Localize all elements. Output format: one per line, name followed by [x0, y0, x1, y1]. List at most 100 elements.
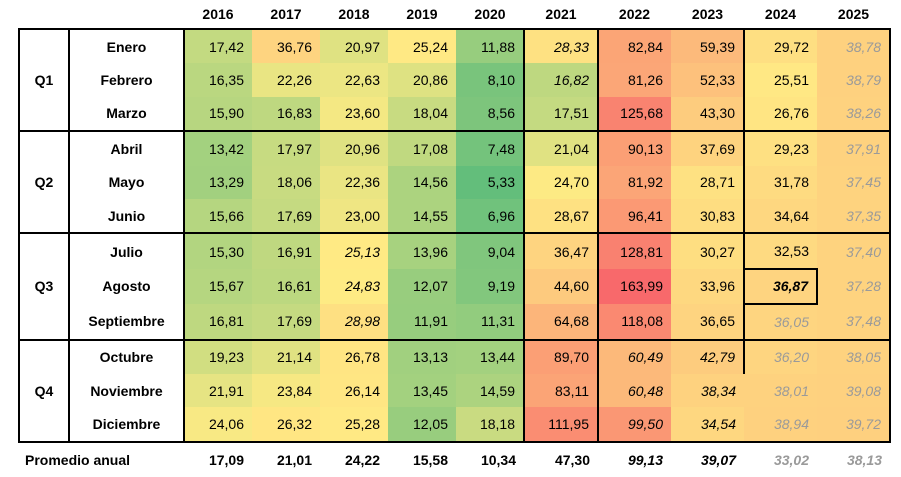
- heatmap-cell: 163,99: [597, 268, 671, 305]
- heatmap-cell: 36,05: [744, 304, 817, 341]
- heatmap-cell: 23,84: [252, 373, 320, 408]
- heatmap-cell: 18,06: [252, 165, 320, 199]
- heatmap-cell: 24,83: [320, 268, 388, 305]
- heatmap-cell: 14,56: [388, 165, 456, 199]
- heatmap-cell: 42,79: [671, 338, 745, 374]
- annual-average-row: Promedio anual 17,09 21,01 24,22 15,58 10,34 4…: [19, 442, 890, 477]
- month-row: Febrero 16,35 22,26 22,63 20,86 8,10 16,82 81,2…: [19, 63, 891, 97]
- month-label: Mayo: [69, 165, 185, 199]
- heatmap-cell: 64,68: [523, 304, 598, 341]
- heatmap-cell: 36,87: [743, 267, 818, 306]
- heatmap-cell: 90,13: [597, 130, 671, 166]
- heatmap-cell: 28,71: [671, 165, 745, 199]
- heatmap-cell: 38,05: [817, 338, 891, 374]
- heatmap-cell: 36,47: [523, 232, 598, 269]
- month-label: Marzo: [69, 96, 185, 133]
- heatmap-cell: 52,33: [671, 63, 745, 97]
- quarter-label: Q4: [18, 338, 70, 443]
- heatmap-cell: 26,76: [744, 96, 817, 133]
- heatmap-cell: 26,78: [320, 338, 388, 374]
- heatmap-cell: 23,00: [320, 198, 388, 235]
- heatmap-cell: 32,53: [744, 232, 817, 269]
- heatmap-cell: 99,50: [597, 407, 671, 443]
- heatmap-cell: 25,13: [320, 232, 388, 269]
- month-row: Q1 Enero 17,42 36,76 20,97 25,24 11,88 28,33 82,…: [18, 27, 891, 133]
- heatmap-cell: 31,78: [744, 165, 817, 199]
- heatmap-cell: 22,63: [320, 63, 388, 97]
- heatmap-cell: 33,96: [671, 268, 745, 305]
- heatmap-cell: 29,23: [744, 130, 817, 166]
- heatmap-cell: 14,55: [388, 198, 456, 235]
- year-header-2021: 2021: [545, 6, 577, 22]
- annual-average-value: 10,34: [480, 451, 516, 468]
- heatmap-cell: 24,06: [184, 407, 252, 443]
- heatmap-cell: 59,39: [671, 27, 745, 64]
- month-row: Mayo 13,29 18,06 22,36 14,56 5,33 24,70 81,92 28…: [19, 165, 891, 199]
- heatmap-cell: 13,44: [456, 338, 524, 374]
- heatmap-cell: 25,51: [744, 63, 817, 97]
- heatmap-cell: 60,49: [597, 338, 671, 374]
- heatmap-cell: 60,48: [597, 373, 671, 408]
- heatmap-cell: 16,61: [252, 268, 320, 305]
- heatmap-cell: 17,97: [252, 130, 320, 166]
- heatmap-cell: 37,28: [817, 268, 891, 305]
- heatmap-cell: 6,96: [456, 198, 524, 235]
- year-header-2023: 2023: [691, 6, 724, 22]
- heatmap-cell: 16,82: [523, 63, 598, 97]
- year-header-2022: 2022: [618, 6, 651, 22]
- corner-cell: [69, 0, 184, 29]
- heatmap-cell: 38,01: [744, 373, 817, 408]
- heatmap-cell: 18,04: [388, 96, 456, 133]
- heatmap-cell: 21,91: [184, 373, 252, 408]
- heatmap-cell: 25,24: [388, 27, 456, 64]
- heatmap-cell: 125,68: [597, 96, 671, 133]
- heatmap-cell: 8,56: [456, 96, 524, 133]
- annual-average-value: 39,07: [700, 451, 736, 468]
- heatmap-cell: 44,60: [523, 268, 598, 305]
- heatmap-cell: 16,91: [252, 232, 320, 269]
- heatmap-cell: 19,23: [184, 338, 252, 374]
- heatmap-cell: 37,40: [817, 232, 891, 269]
- heatmap-cell: 13,13: [388, 338, 456, 374]
- heatmap-cell: 17,42: [184, 27, 252, 64]
- year-header-2020: 2020: [474, 6, 506, 22]
- heatmap-cell: 43,30: [671, 96, 745, 133]
- heatmap-cell: 12,05: [388, 407, 456, 443]
- heatmap-cell: 9,04: [456, 232, 524, 269]
- year-header-2018: 2018: [338, 6, 370, 22]
- heatmap-cell: 81,92: [597, 165, 671, 199]
- month-label: Diciembre: [69, 407, 185, 443]
- quarter-label: Q2: [18, 130, 70, 235]
- heatmap-cell: 39,72: [817, 407, 891, 443]
- heatmap-cell: 38,94: [744, 407, 817, 443]
- year-header-2024: 2024: [764, 6, 797, 22]
- heatmap-cell: 30,27: [671, 232, 745, 269]
- heatmap-cell: 37,91: [817, 130, 891, 166]
- heatmap-cell: 24,70: [523, 165, 598, 199]
- annual-average-value: 24,22: [344, 451, 380, 468]
- heatmap-cell: 38,26: [817, 96, 891, 133]
- month-row: Diciembre 24,06 26,32 25,28 12,05 18,18 111,95…: [19, 407, 891, 443]
- heatmap-cell: 12,07: [388, 268, 456, 305]
- month-label: Febrero: [69, 63, 185, 97]
- heatmap-cell: 118,08: [597, 304, 671, 341]
- annual-average-value: 99,13: [627, 451, 663, 468]
- month-row: Junio 15,66 17,69 23,00 14,55 6,96 28,67 96,41 3…: [19, 198, 891, 235]
- heatmap-cell: 22,26: [252, 63, 320, 97]
- heatmap-cell: 13,96: [388, 232, 456, 269]
- heatmap-cell: 11,91: [388, 304, 456, 341]
- month-row: Q3 Julio 15,30 16,91 25,13 13,96 9,04 36,47 128,…: [18, 232, 891, 341]
- annual-average-value: 33,02: [773, 451, 809, 468]
- heatmap-cell: 37,69: [671, 130, 745, 166]
- heatmap-cell: 15,30: [184, 232, 252, 269]
- heatmap-cell: 8,10: [456, 63, 524, 97]
- annual-average-value: 47,30: [554, 451, 590, 468]
- month-label: Septiembre: [69, 304, 185, 341]
- heatmap-cell: 111,95: [523, 407, 598, 443]
- heatmap-cell: 15,66: [184, 198, 252, 235]
- month-label: Noviembre: [69, 373, 185, 408]
- month-row: Agosto 15,67 16,61 24,83 12,07 9,19 44,60 163,9…: [19, 267, 891, 306]
- month-row: Marzo 15,90 16,83 23,60 18,04 8,56 17,51 125,68…: [19, 96, 891, 133]
- heatmap-cell: 38,79: [817, 63, 891, 97]
- heatmap-table-sheet: 2016 2017 2018 2019 2020 2021 2022 2023 2024 2025…: [18, 0, 891, 468]
